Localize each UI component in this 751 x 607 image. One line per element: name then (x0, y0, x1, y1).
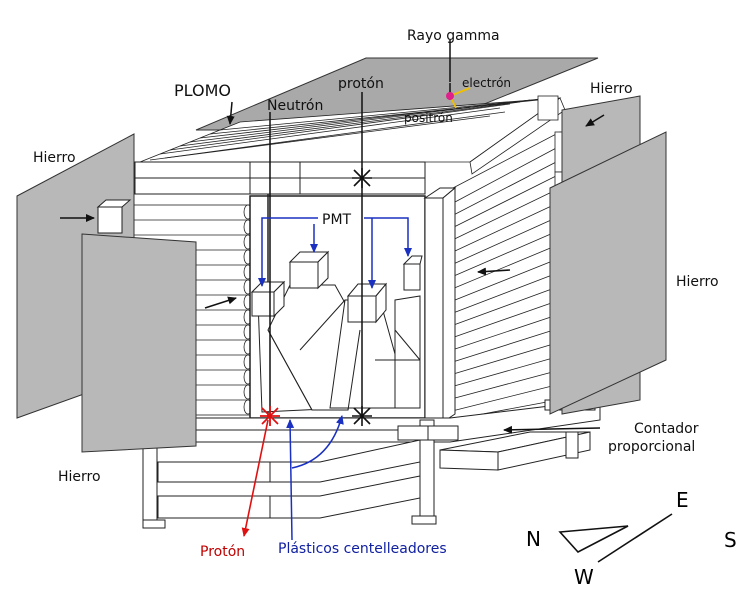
pmt-arrows (258, 217, 412, 541)
upper-slab-stack (134, 161, 426, 195)
iron-plate-right-front (549, 131, 667, 415)
proton-track (241, 419, 269, 537)
left-front-column (96, 199, 132, 234)
compass-s: S (724, 528, 737, 552)
label-hierro-left: Hierro (33, 150, 76, 166)
label-hierro-right-top: Hierro (590, 81, 633, 97)
right-slab-stack (429, 131, 569, 423)
label-hierro-right: Hierro (676, 274, 719, 290)
label-proton-bottom: Protón (200, 544, 245, 560)
bottom-structure (142, 399, 601, 529)
interaction-star-bottom (352, 406, 372, 426)
label-neutron: Neutrón (267, 98, 323, 114)
compass-rose (558, 513, 673, 563)
label-proporcional: proporcional (608, 439, 695, 455)
label-proton-top: protón (338, 76, 384, 92)
label-contador: Contador (634, 421, 699, 437)
label-positron: positrón (404, 111, 453, 125)
compass-e: E (676, 488, 689, 512)
label-pmt: PMT (322, 212, 352, 228)
label-rayo-gamma: Rayo gamma (407, 28, 500, 44)
label-plasticos: Plásticos centelleadores (278, 541, 447, 557)
gamma-interaction-point (446, 92, 454, 100)
proton-star (260, 406, 280, 426)
compass-w: W (574, 565, 594, 589)
front-right-column (423, 186, 457, 423)
interaction-star-top (352, 168, 372, 188)
label-plomo: PLOMO (174, 81, 231, 100)
label-hierro-bottom: Hierro (58, 469, 101, 485)
pmt-assembly (250, 250, 423, 413)
label-electron: electrón (462, 76, 511, 90)
compass-n: N (526, 527, 541, 551)
black-arrows (60, 40, 605, 434)
iron-plate-left-front (81, 233, 197, 453)
